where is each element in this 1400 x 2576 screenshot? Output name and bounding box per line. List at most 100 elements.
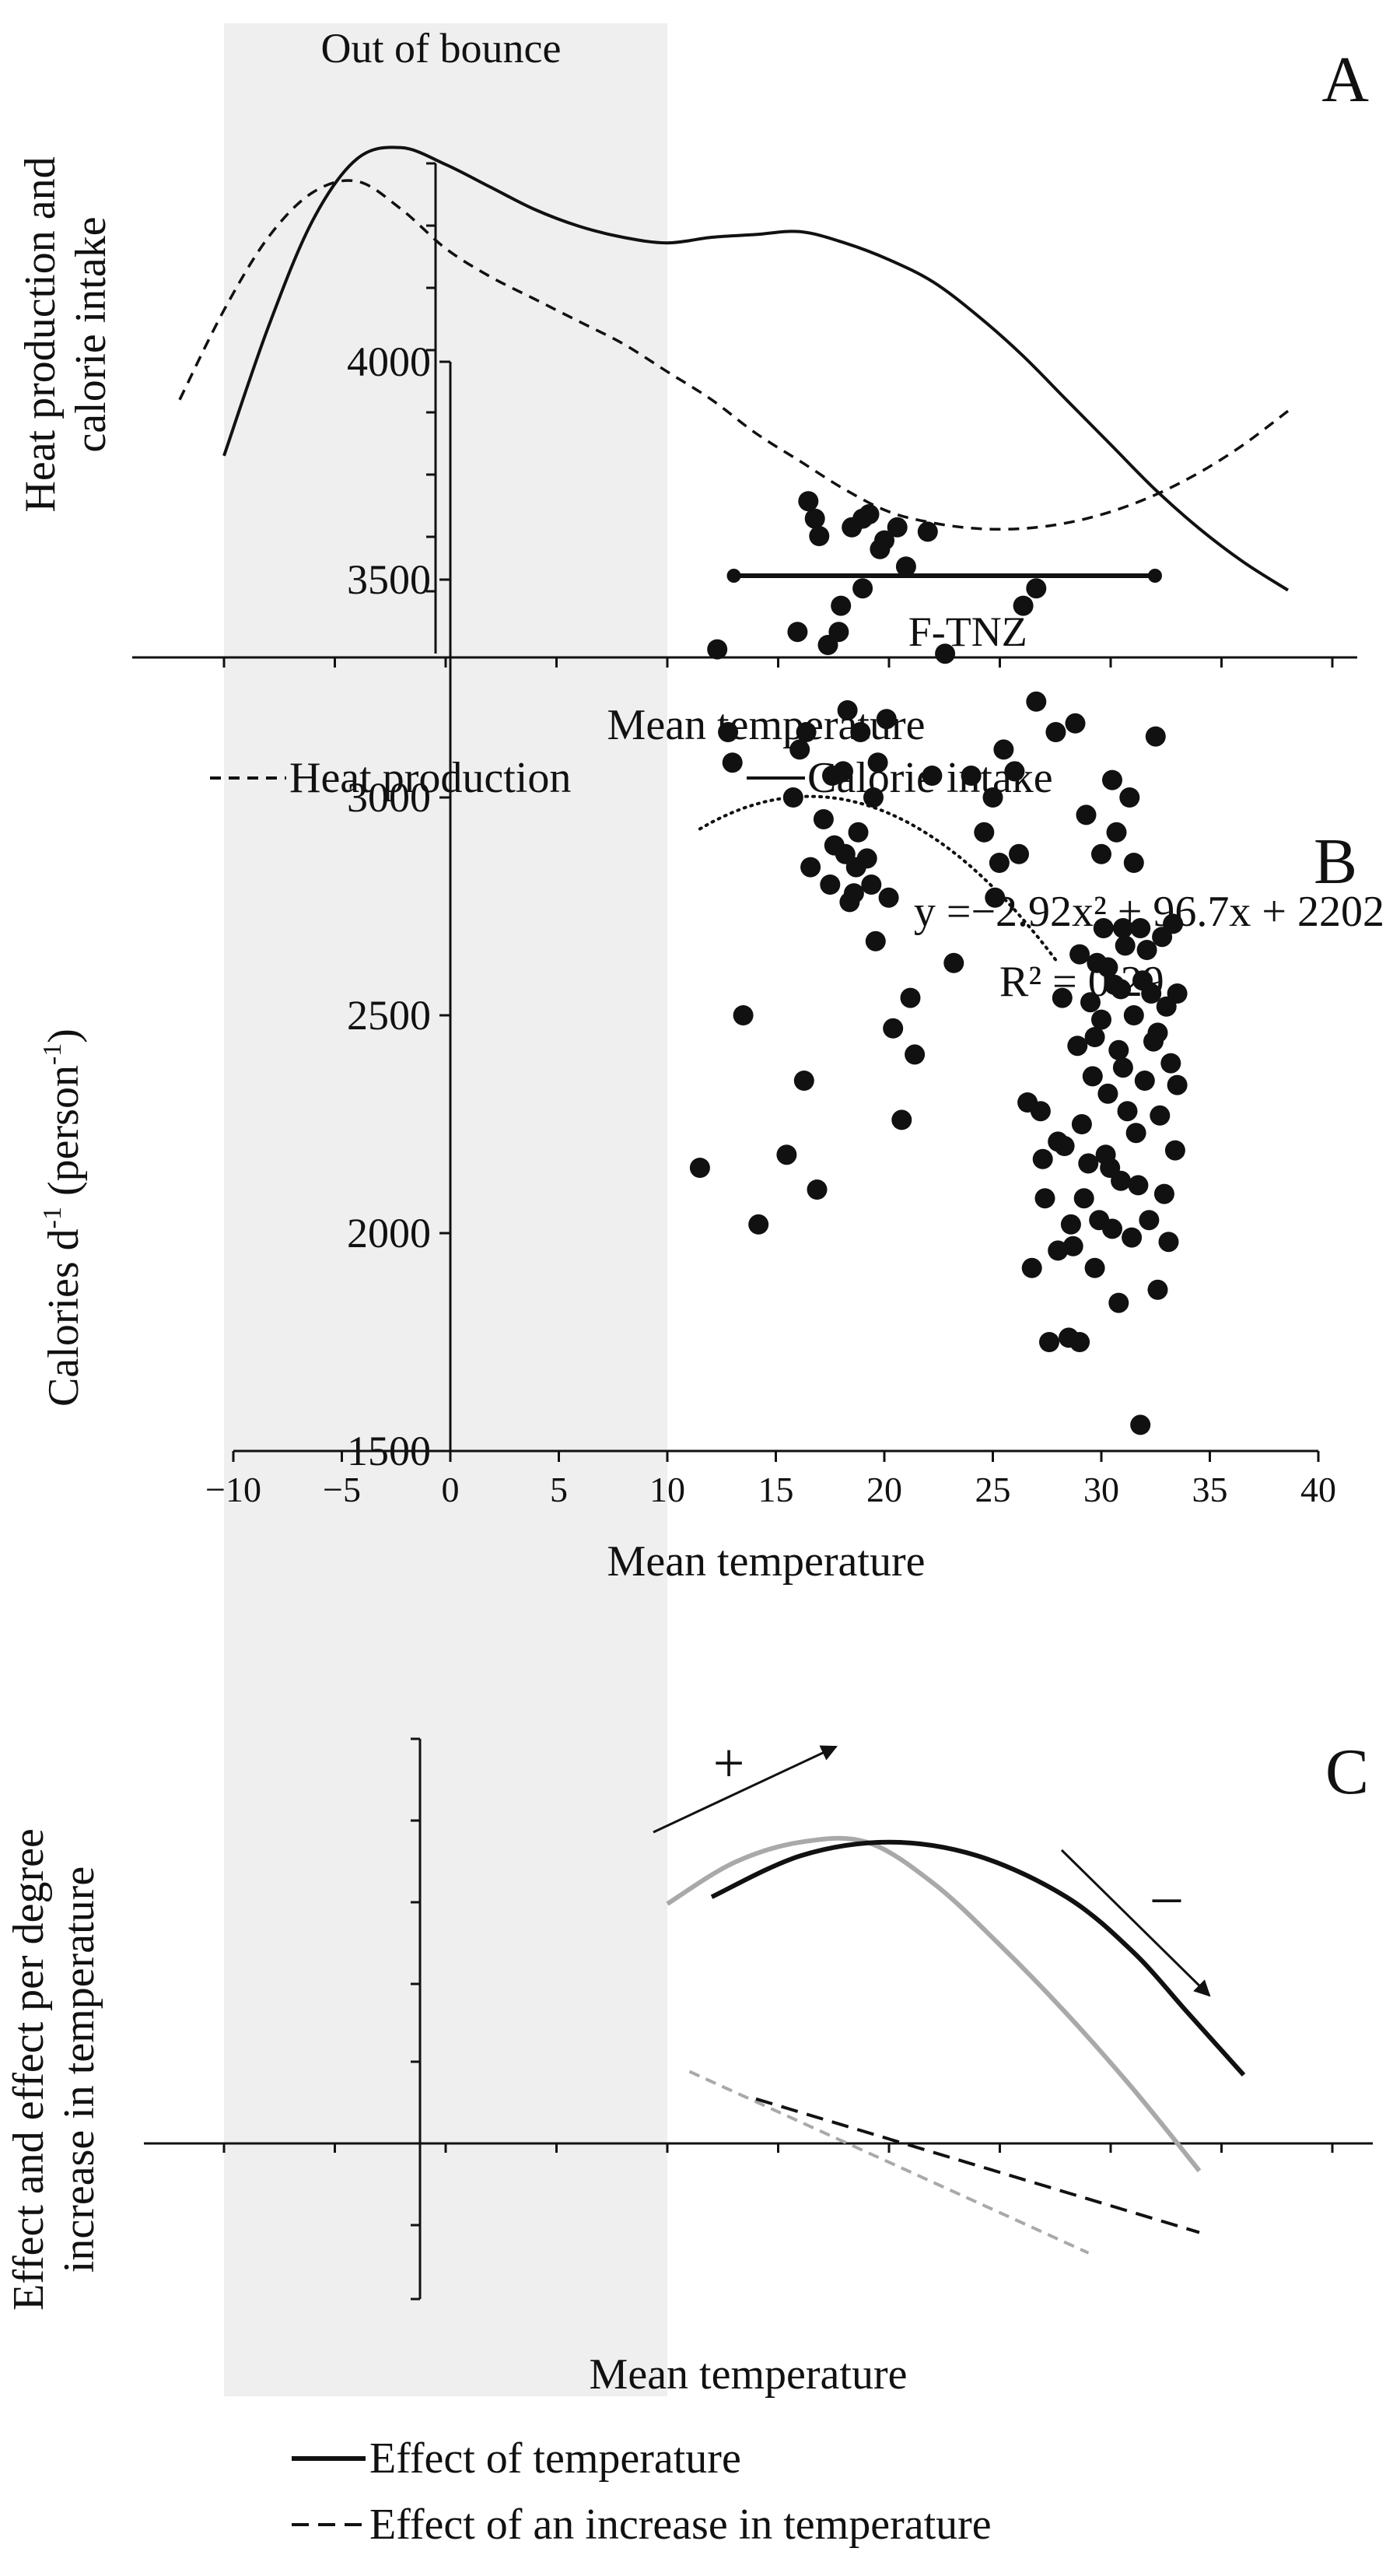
data-point	[1078, 1153, 1099, 1174]
data-point	[1164, 1140, 1185, 1161]
data-point	[867, 752, 888, 773]
data-point	[856, 848, 877, 869]
panel-a-y-ticks	[426, 162, 436, 593]
data-point	[1082, 1066, 1103, 1087]
f-tnz-end-marker	[1148, 569, 1162, 583]
panel-c: C Effect and effect per degree increase …	[5, 1732, 1373, 2549]
data-point	[1125, 1123, 1146, 1144]
data-point	[905, 1044, 926, 1065]
y-tick-label: 3500	[347, 556, 431, 603]
data-point	[1065, 713, 1086, 734]
legend-effect-label: Effect of temperature	[369, 2434, 741, 2483]
data-point	[1111, 1170, 1132, 1191]
heat-production-curve	[178, 179, 1290, 531]
data-point	[707, 639, 728, 660]
data-point	[1080, 992, 1101, 1013]
data-point	[1139, 1210, 1160, 1231]
data-point	[895, 556, 916, 577]
data-point	[1071, 1114, 1092, 1134]
panel-c-ylabel: Effect and effect per degree	[5, 1828, 53, 2311]
data-point	[1026, 691, 1047, 712]
data-point	[1123, 853, 1144, 873]
x-tick-label: 35	[1192, 1470, 1228, 1509]
data-point	[1062, 1235, 1083, 1256]
data-point	[787, 622, 808, 643]
panel-a-xlabel: Mean temperature	[607, 701, 926, 749]
data-point	[796, 722, 817, 742]
data-point	[878, 887, 899, 908]
data-point	[809, 526, 830, 546]
x-tick-label: 40	[1300, 1470, 1336, 1509]
data-point	[1052, 987, 1073, 1008]
x-tick-label: 30	[1083, 1470, 1119, 1509]
out-of-bounds-band	[224, 23, 667, 2396]
data-point	[1026, 578, 1047, 599]
data-point	[1130, 1414, 1151, 1435]
data-point	[1045, 722, 1066, 742]
f-tnz-label: F-TNZ	[908, 608, 1027, 655]
data-point	[1102, 769, 1122, 790]
data-point	[852, 578, 873, 599]
data-point	[1112, 918, 1133, 938]
legend-increase-label: Effect of an increase in temperature	[369, 2501, 992, 2549]
band-label: Out of bounce	[321, 25, 562, 72]
x-tick-label: 15	[758, 1470, 794, 1509]
y-tick-label: 1500	[347, 1428, 431, 1474]
data-point	[865, 931, 886, 952]
data-point	[837, 700, 858, 720]
panel-c-xlabel: Mean temperature	[590, 2350, 908, 2399]
minus-arrow	[1060, 1849, 1211, 1997]
y-tick-label: 3000	[347, 774, 431, 821]
data-point	[798, 491, 819, 512]
data-point	[1009, 843, 1029, 864]
panel-a-letter: A	[1321, 44, 1369, 116]
data-point	[833, 761, 853, 782]
data-point	[1097, 1083, 1118, 1104]
data-point	[1073, 1188, 1094, 1209]
panel-a: Out of bounce A Heat production and calo…	[16, 25, 1369, 802]
ylabel-base: Calories d	[40, 1228, 88, 1407]
data-point	[1004, 761, 1025, 782]
data-point	[1084, 1257, 1105, 1278]
data-point	[831, 595, 852, 616]
data-point	[1163, 913, 1184, 934]
data-point	[807, 1179, 828, 1200]
panel-b-ylabel: Calories d-1 (person-1)	[38, 1029, 88, 1407]
effect-of-temperature-curve	[710, 1839, 1246, 2077]
data-point	[782, 787, 803, 808]
data-point	[843, 883, 864, 904]
panel-b-x-ticks: −10 −5 0 5 10 15 20 25 30 35 40	[205, 1451, 1336, 1509]
panel-c-x-ticks	[222, 2143, 1334, 2153]
data-point	[789, 739, 810, 760]
data-point	[1069, 1332, 1090, 1352]
data-point	[961, 766, 982, 786]
data-point	[1123, 1005, 1144, 1025]
data-point	[820, 874, 841, 895]
data-point	[1122, 1227, 1143, 1248]
data-point	[982, 787, 1003, 808]
data-point	[1112, 1057, 1133, 1078]
data-point	[1153, 1183, 1174, 1204]
data-point	[1167, 983, 1188, 1004]
data-point	[943, 952, 964, 973]
data-point	[718, 722, 739, 742]
ylabel-mid: (person	[40, 1065, 88, 1207]
data-point	[722, 752, 743, 773]
data-point	[1117, 1101, 1138, 1122]
data-point	[1108, 1292, 1129, 1313]
x-tick-label: 5	[550, 1470, 568, 1509]
x-tick-label: 25	[975, 1470, 1011, 1509]
data-point	[1150, 1105, 1171, 1126]
data-point	[900, 987, 921, 1008]
data-point	[1039, 1332, 1059, 1352]
data-point	[1091, 1009, 1111, 1030]
data-point	[993, 739, 1014, 760]
data-point	[813, 809, 834, 829]
ylabel-sup-1: -1	[38, 1207, 67, 1228]
data-point	[1136, 940, 1157, 960]
data-point	[733, 1005, 754, 1025]
x-tick-label: 10	[649, 1470, 685, 1509]
r-squared: R² = 0.29	[999, 958, 1164, 1006]
data-point	[1021, 1257, 1042, 1278]
